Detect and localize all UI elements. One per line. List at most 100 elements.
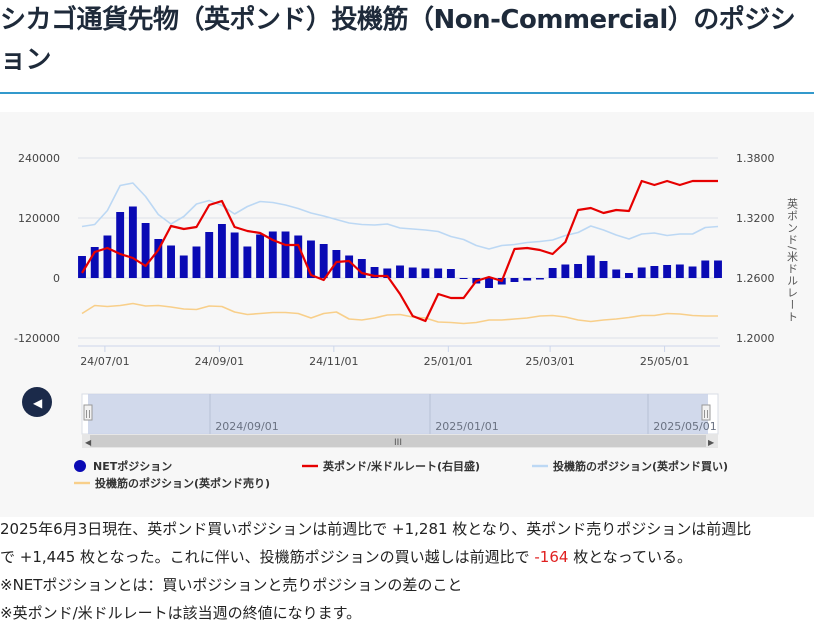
legend-label: 投機筋のポジション(英ポンド売り) — [95, 476, 270, 490]
handle-grip-icon: || — [703, 409, 708, 418]
navigator-right-handle[interactable]: || — [701, 404, 711, 421]
right-axis-title: 英ポンド/米ドルレート — [786, 197, 799, 323]
net-position-bar — [421, 268, 430, 278]
net-position-bar — [256, 234, 265, 278]
description-line-2-text: で +1,445 枚となった。これに伴い、投機筋ポジションの買い越しは前週比で — [0, 548, 535, 566]
net-position-bar — [612, 269, 621, 278]
legend-label: NETポジション — [93, 459, 172, 473]
axes: 240000 120000 0 -120000 1.3800 1.3200 1.2600 1.… — [14, 152, 798, 368]
chart-legend: NETポジション 英ポンド/米ドルレート(右目盛) 投機筋のポジション(英ポンド買い… — [74, 459, 728, 490]
net-position-bar — [574, 264, 583, 278]
left-axis-tick-label: 0 — [53, 272, 60, 285]
net-position-bar — [561, 264, 570, 278]
net-position-bar — [357, 259, 366, 278]
net-position-bar — [701, 260, 710, 278]
net-position-bar — [625, 273, 633, 278]
navigator-handle-grip[interactable] — [83, 404, 93, 421]
handle-grip-icon: || — [85, 409, 90, 418]
net-position-bar — [345, 255, 354, 278]
back-arrow-icon: ◀ — [33, 396, 43, 410]
navigator-date-label: 2025/01/01 — [435, 420, 498, 433]
net-position-bar — [243, 246, 252, 278]
navigator-date-label: 2024/09/01 — [215, 420, 278, 433]
right-axis-tick-label: 1.2000 — [736, 332, 775, 345]
scrollbar-thumb[interactable] — [90, 435, 706, 447]
legend-marker-icon — [74, 460, 86, 472]
net-position-bar — [714, 260, 722, 278]
legend-label: 投機筋のポジション(英ポンド買い) — [553, 459, 728, 473]
scroll-right-arrow-icon[interactable]: ▶ — [708, 438, 715, 447]
net-position-bar — [510, 278, 519, 282]
cot-position-chart: 240000 120000 0 -120000 1.3800 1.3200 1.2600 1.… — [14, 152, 798, 490]
net-position-bar — [332, 250, 341, 278]
net-position-bar — [485, 278, 493, 288]
legend-short-position[interactable]: 投機筋のポジション(英ポンド売り) — [74, 476, 270, 490]
title-divider — [0, 92, 814, 94]
net-position-bar — [688, 266, 697, 278]
short-position-line — [81, 302, 718, 325]
x-axis-tick-label: 24/11/01 — [309, 355, 358, 368]
legend-label: 英ポンド/米ドルレート(右目盛) — [322, 459, 480, 473]
chart-panel: 240000 120000 0 -120000 1.3800 1.3200 1.2600 1.… — [0, 112, 814, 517]
description: 2025年6月3日現在、英ポンド買いポジションは前週比で +1,281 枚となり… — [0, 515, 814, 627]
net-position-bar — [217, 224, 226, 278]
net-position-bar — [434, 268, 443, 278]
right-axis-tick-label: 1.3800 — [736, 152, 775, 165]
net-position-bar — [535, 278, 544, 280]
net-position-bar — [103, 235, 112, 278]
net-position-bar — [675, 264, 684, 278]
scrollbar-grip-icon: III — [394, 438, 402, 448]
back-button[interactable] — [22, 387, 52, 417]
description-line-2: で +1,445 枚となった。これに伴い、投機筋ポジションの買い越しは前週比で … — [0, 543, 814, 571]
net-position-bar — [78, 256, 86, 278]
net-position-bar — [637, 267, 646, 278]
net-position-bar — [167, 245, 175, 278]
net-position-bar — [599, 261, 608, 278]
x-axis-tick-label: 25/05/01 — [640, 355, 689, 368]
net-position-bar — [205, 232, 214, 278]
net-position-bar — [586, 255, 595, 278]
net-position-bar — [396, 265, 404, 278]
net-position-bar — [192, 246, 201, 278]
net-position-bar — [408, 267, 417, 278]
net-position-bar — [383, 268, 392, 278]
net-position-bar — [294, 235, 303, 278]
net-change-value: -164 — [534, 548, 569, 566]
net-position-bar — [663, 265, 672, 278]
series-lines — [81, 179, 719, 325]
x-axis-tick-label: 24/09/01 — [195, 355, 244, 368]
left-axis-tick-label: -120000 — [14, 332, 60, 345]
navigator-selected-range[interactable] — [88, 394, 708, 434]
net-position-bar — [446, 269, 455, 278]
x-axis-tick-label: 25/03/01 — [525, 355, 574, 368]
description-line-2-tail: 枚となっている。 — [568, 548, 692, 566]
net-position-bar — [319, 244, 328, 278]
net-position-bar — [179, 255, 188, 278]
net-position-bar — [523, 278, 532, 281]
net-position-bar — [128, 206, 137, 278]
net-position-bar — [307, 240, 315, 278]
navigator-left-handle[interactable]: || — [83, 404, 93, 421]
legend-net-position[interactable]: NETポジション — [74, 459, 172, 473]
description-note-net: ※NETポジションとは：買いポジションと売りポジションの差のこと — [0, 576, 463, 594]
net-position-bar — [370, 267, 379, 278]
description-line-1: 2025年6月3日現在、英ポンド買いポジションは前週比で +1,281 枚となり… — [0, 520, 752, 538]
net-position-bar — [116, 212, 125, 278]
legend-gbpusd-rate[interactable]: 英ポンド/米ドルレート(右目盛) — [302, 459, 480, 473]
net-position-bar — [459, 278, 468, 279]
net-position-bar — [281, 231, 290, 278]
navigator-date-label: 2025/05/01 — [653, 420, 716, 433]
legend-long-position[interactable]: 投機筋のポジション(英ポンド買い) — [532, 459, 728, 473]
gbpusd-rate-line — [81, 179, 718, 323]
right-axis-tick-label: 1.3200 — [736, 212, 775, 225]
net-position-bar — [548, 268, 557, 278]
net-position-bar — [650, 266, 659, 278]
range-navigator[interactable]: ◀ 2024/09/01 2025/01/01 2025/05/01 || || III ◀ ▶ — [22, 387, 719, 448]
description-note-rate: ※英ポンド/米ドルレートは該当週の終値になります。 — [0, 604, 362, 622]
page-title: シカゴ通貨先物（英ポンド）投機筋（Non-Commercial）のポジション — [0, 5, 796, 75]
net-position-bar — [268, 231, 277, 278]
left-axis-tick-label: 240000 — [18, 152, 60, 165]
navigator-handle-grip[interactable] — [701, 404, 711, 421]
scroll-left-arrow-icon[interactable]: ◀ — [85, 438, 92, 447]
net-position-bar — [90, 247, 99, 278]
